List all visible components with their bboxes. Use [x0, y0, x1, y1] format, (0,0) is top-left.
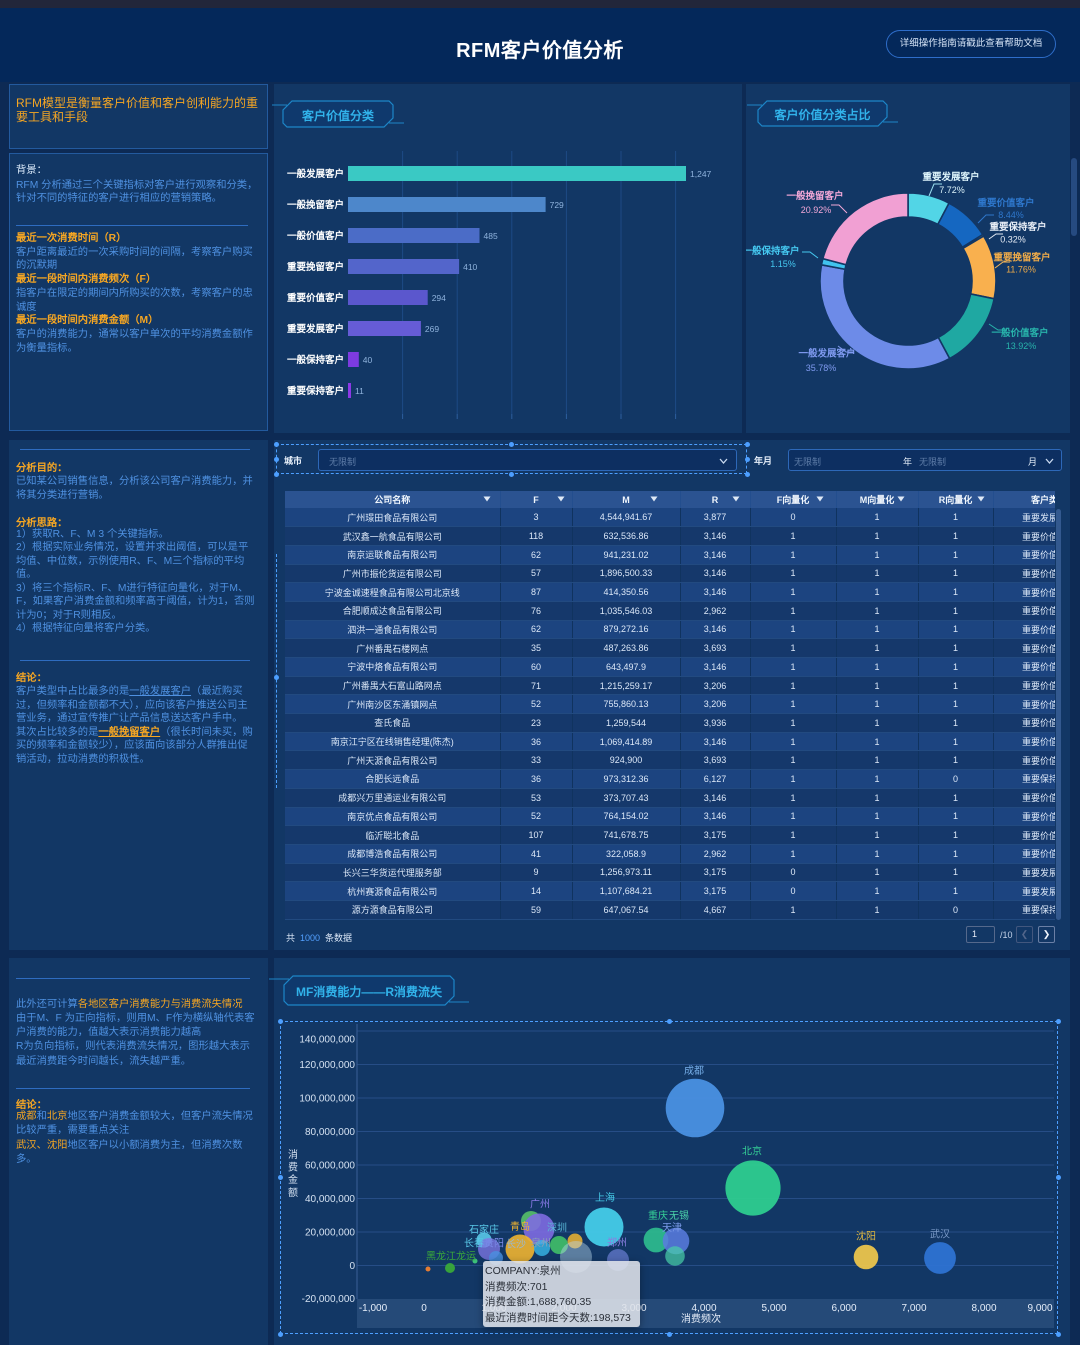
svg-text:8.44%: 8.44%	[998, 210, 1024, 220]
svg-text:-20,000,000: -20,000,000	[302, 1294, 356, 1305]
svg-text:0.32%: 0.32%	[1000, 235, 1026, 245]
svg-text:石家庄: 石家庄	[469, 1223, 499, 1236]
svg-text:金: 金	[288, 1173, 298, 1186]
svg-text:一般保持客户: 一般保持客户	[287, 354, 344, 366]
svg-text:20,000,000: 20,000,000	[305, 1228, 355, 1239]
svg-text:一般发展客户: 一般发展客户	[798, 348, 855, 360]
svg-text:费: 费	[288, 1161, 298, 1174]
svg-text:沈阳: 沈阳	[856, 1230, 876, 1243]
svg-text:40,000,000: 40,000,000	[305, 1194, 355, 1205]
svg-text:410: 410	[463, 262, 477, 272]
svg-text:60,000,000: 60,000,000	[305, 1161, 355, 1172]
svg-text:80,000,000: 80,000,000	[305, 1127, 355, 1138]
svg-text:120,000,000: 120,000,000	[299, 1060, 355, 1071]
svg-text:重要挽留客户: 重要挽留客户	[993, 252, 1050, 264]
svg-text:重要发展客户: 重要发展客户	[922, 171, 979, 183]
svg-text:20.92%: 20.92%	[801, 205, 832, 215]
svg-text:729: 729	[550, 200, 564, 210]
svg-text:重要挽留客户: 重要挽留客户	[287, 261, 344, 273]
svg-text:重要保持客户: 重要保持客户	[989, 221, 1046, 233]
svg-text:0: 0	[421, 1303, 427, 1314]
svg-text:北京: 北京	[742, 1145, 762, 1158]
svg-text:7.72%: 7.72%	[939, 185, 965, 195]
svg-text:额: 额	[288, 1186, 298, 1199]
svg-text:一般价值客户: 一般价值客户	[287, 230, 344, 242]
svg-text:长沙: 长沙	[506, 1239, 526, 1251]
svg-text:一般发展客户: 一般发展客户	[287, 168, 344, 180]
svg-text:贵阳: 贵阳	[484, 1237, 504, 1250]
svg-text:100,000,000: 100,000,000	[299, 1094, 355, 1105]
svg-text:-1,000: -1,000	[359, 1303, 388, 1314]
svg-text:1.15%: 1.15%	[770, 259, 796, 269]
svg-text:8,000: 8,000	[971, 1303, 996, 1314]
svg-text:269: 269	[425, 324, 439, 334]
svg-text:成都: 成都	[684, 1065, 704, 1077]
svg-text:一般挽留客户: 一般挽留客户	[786, 190, 843, 202]
svg-text:黑龙江龙运: 黑龙江龙运	[426, 1250, 476, 1263]
svg-text:7,000: 7,000	[901, 1303, 926, 1314]
svg-text:重要保持客户: 重要保持客户	[287, 385, 344, 397]
svg-text:重要价值客户: 重要价值客户	[287, 292, 344, 304]
svg-text:11: 11	[355, 386, 364, 396]
svg-text:天津: 天津	[662, 1222, 682, 1234]
svg-text:1,247: 1,247	[690, 169, 712, 179]
svg-text:一般挽留客户: 一般挽留客户	[287, 199, 344, 211]
svg-text:9,000: 9,000	[1027, 1303, 1052, 1314]
svg-text:上海: 上海	[595, 1191, 615, 1204]
svg-text:消: 消	[288, 1148, 298, 1161]
svg-text:长春: 长春	[464, 1238, 484, 1250]
svg-text:294: 294	[432, 293, 446, 303]
svg-text:无锡: 无锡	[669, 1209, 689, 1222]
svg-text:40: 40	[363, 355, 373, 365]
svg-text:一般价值客户: 一般价值客户	[991, 327, 1048, 339]
svg-text:消费频次: 消费频次	[681, 1312, 721, 1325]
svg-text:重庆: 重庆	[648, 1209, 668, 1222]
svg-text:35.78%: 35.78%	[806, 363, 837, 373]
svg-text:140,000,000: 140,000,000	[299, 1035, 355, 1046]
svg-text:青岛: 青岛	[510, 1220, 530, 1233]
svg-text:5,000: 5,000	[761, 1303, 786, 1314]
svg-text:重要价值客户: 重要价值客户	[977, 197, 1034, 209]
svg-text:一般保持客户: 一般保持客户	[746, 245, 800, 257]
svg-text:郑州: 郑州	[607, 1236, 627, 1249]
svg-text:4,000: 4,000	[691, 1303, 716, 1314]
svg-text:485: 485	[484, 231, 498, 241]
svg-text:11.76%: 11.76%	[1006, 265, 1036, 275]
svg-text:广州: 广州	[530, 1199, 550, 1211]
svg-text:13.92%: 13.92%	[1006, 341, 1037, 351]
svg-text:重要发展客户: 重要发展客户	[287, 323, 344, 335]
svg-text:泉州: 泉州	[531, 1237, 551, 1250]
svg-text:武汉: 武汉	[930, 1228, 950, 1241]
svg-text:深圳: 深圳	[547, 1222, 567, 1234]
svg-text:6,000: 6,000	[831, 1303, 856, 1314]
svg-text:0: 0	[349, 1261, 355, 1272]
